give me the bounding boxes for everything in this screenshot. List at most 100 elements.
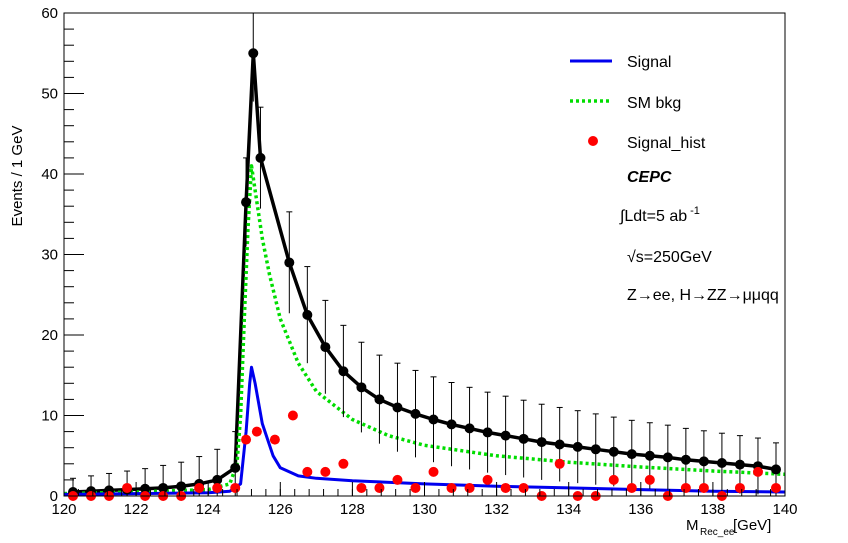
- total-point: [518, 433, 529, 444]
- total-point: [590, 444, 601, 455]
- signal-hist-point: [410, 482, 421, 493]
- total-point: [770, 464, 781, 475]
- total-point: [734, 459, 745, 470]
- signal-hist-point: [241, 434, 252, 445]
- total-point: [536, 437, 547, 448]
- annotation-lumi: ∫Ldt=5 ab -1: [619, 205, 700, 225]
- total-point: [680, 454, 691, 465]
- y-tick-label: 20: [41, 327, 58, 344]
- axes: 120 122 124 126 128 130 132 134 136 138 140 0 10 20 30…: [41, 5, 797, 518]
- signal-hist-point: [287, 410, 298, 421]
- signal-hist-point: [374, 482, 385, 493]
- total-point: [698, 456, 709, 467]
- x-tick-label: 128: [340, 501, 365, 518]
- total-point: [644, 450, 655, 461]
- signal-hist-point: [212, 482, 223, 493]
- signal-hist-point: [320, 466, 331, 477]
- y-axis-title: Events / 1 GeV: [9, 126, 26, 227]
- total-point: [446, 419, 457, 430]
- signal-hist-point: [518, 482, 529, 493]
- signal-hist-point: [770, 482, 781, 493]
- legend-bkg-label: SM bkg: [627, 95, 681, 112]
- signal-hist-point: [269, 434, 280, 445]
- y-tick-label: 30: [41, 247, 58, 264]
- x-axis-title-unit: [GeV]: [733, 517, 771, 534]
- annotation-lumi-prefix: ∫Ldt=5 ab: [619, 208, 687, 225]
- x-tick-label: 126: [268, 501, 293, 518]
- annotation-energy-text: s=250GeV: [636, 249, 712, 266]
- total-point: [140, 483, 151, 494]
- total-point: [255, 152, 266, 163]
- total-point: [356, 382, 367, 393]
- signal-hist-point: [608, 474, 619, 485]
- signal-hist-point: [338, 458, 349, 469]
- signal-hist-point: [626, 482, 637, 493]
- legend-hist-marker: [588, 136, 598, 146]
- signal-hist-point: [302, 466, 313, 477]
- total-point: [572, 441, 583, 452]
- annotation-energy: √s=250GeV: [627, 249, 712, 266]
- total-point: [248, 48, 259, 59]
- signal-hist-point: [428, 466, 439, 477]
- total-point: [554, 439, 565, 450]
- signal-hist-point: [446, 482, 457, 493]
- y-tick-label: 60: [41, 5, 58, 22]
- signal-hist-point: [698, 482, 709, 493]
- legend: Signal SM bkg Signal_hist CEPC ∫Ldt=5 ab…: [570, 54, 779, 304]
- total-point: [374, 394, 385, 405]
- total-point: [410, 408, 421, 419]
- signal-hist-point: [680, 482, 691, 493]
- signal-hist-point: [194, 482, 205, 493]
- y-tick-label: 50: [41, 86, 58, 103]
- plot-area: [63, 12, 786, 501]
- legend-hist-label: Signal_hist: [627, 135, 706, 152]
- x-tick-label: 130: [412, 501, 437, 518]
- total-point: [320, 342, 331, 353]
- signal-hist-point: [500, 482, 511, 493]
- total-point: [338, 366, 349, 377]
- x-tick-label: 124: [196, 501, 221, 518]
- y-tick-label: 0: [50, 488, 58, 505]
- total-point: [392, 402, 403, 413]
- annotation-energy-root: √: [627, 249, 636, 266]
- signal-hist-point: [251, 426, 262, 437]
- total-point: [176, 481, 187, 492]
- annotation-lumi-exp: -1: [690, 205, 700, 217]
- x-tick-label: 140: [772, 501, 797, 518]
- x-tick-label: 132: [484, 501, 509, 518]
- x-tick-label: 136: [628, 501, 653, 518]
- total-point: [241, 197, 252, 208]
- x-axis-title: M Rec_ee [GeV]: [686, 517, 771, 538]
- signal-hist-point: [644, 474, 655, 485]
- total-point: [500, 430, 511, 441]
- total-point: [626, 449, 637, 460]
- legend-signal-label: Signal: [627, 54, 671, 71]
- signal-hist-point: [356, 482, 367, 493]
- x-tick-label: 134: [556, 501, 581, 518]
- signal-hist-point: [122, 482, 133, 493]
- signal-hist-point: [554, 458, 565, 469]
- x-axis-title-main: M: [686, 517, 699, 534]
- total-point: [158, 482, 169, 493]
- total-point: [464, 423, 475, 434]
- total-point: [608, 446, 619, 457]
- x-tick-label: 120: [51, 501, 76, 518]
- signal-hist-point: [464, 482, 475, 493]
- signal-hist-point: [752, 466, 763, 477]
- total-point: [482, 427, 493, 438]
- annotation-process: Z→ee, H→ZZ→μμqq: [627, 287, 779, 304]
- total-point: [284, 257, 295, 268]
- signal-hist-point: [392, 474, 403, 485]
- y-tick-label: 10: [41, 408, 58, 425]
- total-point: [212, 474, 223, 485]
- signal-hist-point: [482, 474, 493, 485]
- signal-hist-point: [734, 482, 745, 493]
- signal-hist-point: [230, 482, 241, 493]
- total-point: [230, 462, 241, 473]
- annotation-experiment: CEPC: [627, 169, 672, 186]
- x-axis-title-sub: Rec_ee: [700, 527, 735, 538]
- total-point: [428, 414, 439, 425]
- total-point: [716, 457, 727, 468]
